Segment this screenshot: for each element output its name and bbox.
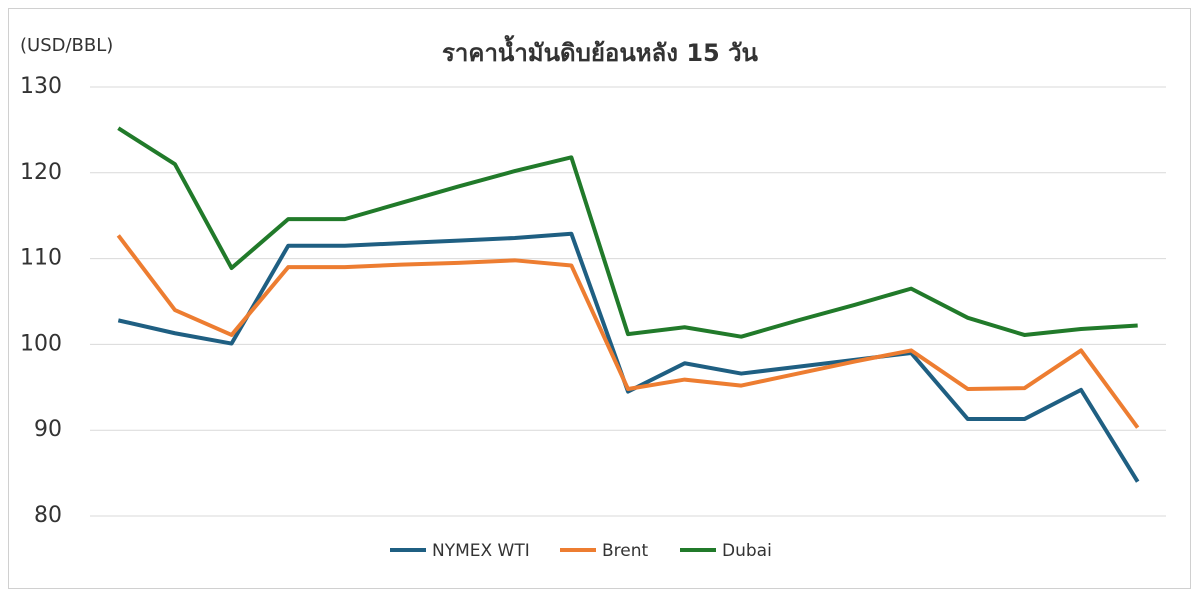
legend-label: NYMEX WTI [432,541,530,561]
series-line [116,234,1140,429]
chart-title: ราคาน้ำมันดิบย้อนหลัง 15 วัน [442,34,759,67]
chart-frame [8,8,1191,589]
y-axis-label: (USD/BBL) [20,35,113,56]
series-line [117,231,1140,483]
y-tick-label: 90 [34,417,62,442]
y-tick-label: 130 [20,74,62,99]
y-tick-label: 110 [20,246,62,271]
legend-label: Brent [602,541,649,561]
y-tick-label: 120 [20,160,62,185]
y-tick-label: 100 [20,331,62,356]
series-line [117,126,1138,339]
legend-label: Dubai [722,541,772,561]
y-tick-label: 80 [34,503,62,528]
